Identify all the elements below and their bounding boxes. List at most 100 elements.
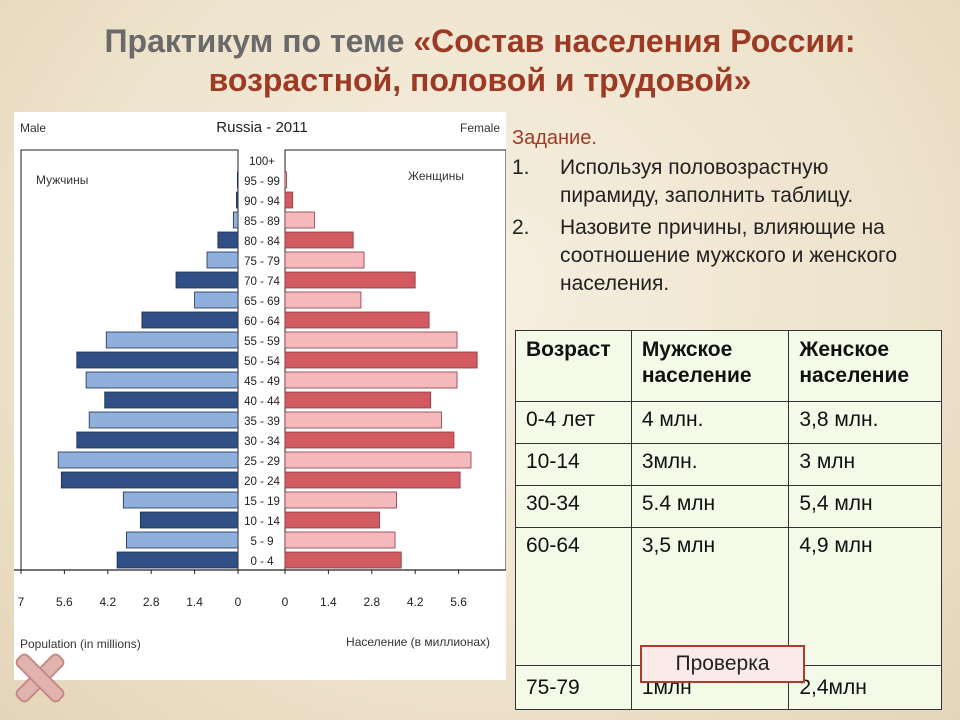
bar-female [284,431,455,449]
category-label: 50 - 54 [244,356,280,368]
bar-female [284,251,365,269]
category-label: 35 - 39 [244,416,280,428]
table-cell-male: 3,5 млн [630,527,790,666]
tick-label: 0 [282,595,289,609]
category-label: 55 - 59 [244,336,280,348]
bar-male [104,391,239,409]
table-cell-age: 0-4 лет [515,401,632,444]
bar-male [206,251,239,269]
bar-male [126,531,239,549]
bar-female [284,231,354,249]
bar-female [284,451,472,469]
task-item-text: Используя половозрастную пирамиду, запол… [560,156,854,207]
task-list: 1. Используя половозрастную пирамиду, зап… [512,154,912,298]
x-axis-title-right: Население (в миллионах) [346,635,490,649]
close-icon[interactable] [10,648,70,708]
category-label: 85 - 89 [244,216,280,228]
category-label: 5 - 9 [250,536,273,548]
bar-female [284,191,294,209]
bar-male [105,331,239,349]
bar-male [175,271,239,289]
tick-label: 4.2 [407,595,424,609]
category-label: 20 - 24 [244,476,280,488]
male-series-label: Мужчины [36,173,88,187]
population-table: Возраст Мужское население Женское населе… [515,330,942,710]
table-cell-age: 30-34 [515,485,632,528]
category-label: 0 - 4 [250,556,274,568]
tick-label: 1.4 [320,595,337,609]
table-row: 10-14 3млн. 3 млн [515,443,942,486]
bar-female [284,411,442,429]
table-header-row: Возраст Мужское население Женское населе… [515,330,942,402]
population-pyramid-svg: Male Female Russia - 2011 Мужчины Женщины 100… [14,119,506,651]
tick-label: 5.6 [56,595,73,609]
tick-label: 0 [235,595,242,609]
category-label: 60 - 64 [244,316,280,328]
tick-label: 1.4 [186,595,203,609]
category-label: 40 - 44 [244,396,280,408]
table-cell-female: 5,4 млн [788,485,942,528]
check-button[interactable]: Проверка [640,645,805,683]
category-label: 65 - 69 [244,296,280,308]
table-header-female: Женское население [788,330,942,402]
chart-title: Russia - 2011 [216,119,307,136]
bar-male [217,231,239,249]
bar-female [284,491,397,509]
table-cell-age: 75-79 [515,665,632,710]
tick-label: 7 [18,595,25,609]
title-topic: «Состав населения России: возрастной, по… [208,23,856,98]
table-header-age: Возраст [515,330,632,402]
bar-female [284,171,287,189]
bar-female [284,331,458,349]
table-cell-female: 4,9 млн [788,527,942,666]
bar-female [284,311,430,329]
bar-male [236,171,239,189]
x-axis-title-left: Population (in millions) [20,637,141,651]
bar-female [284,551,402,569]
female-label: Female [460,121,500,135]
table-header-male: Мужское население [630,330,790,402]
table-row: 60-64 3,5 млн 4,9 млн [515,527,942,666]
table-cell-age: 10-14 [515,443,632,486]
category-label: 80 - 84 [244,236,280,248]
female-series-label: Женщины [408,169,464,183]
slide-title: Практикум по теме «Состав населения Росс… [40,22,920,100]
bar-male [236,191,239,209]
male-label: Male [20,121,46,135]
bar-female [284,391,432,409]
table-cell-male: 3млн. [630,443,790,486]
bar-female [284,371,458,389]
bar-female [284,271,416,289]
table-cell-male: 4 млн. [630,401,790,444]
tick-label: 2.8 [363,595,380,609]
table-cell-female: 3,8 млн. [788,401,942,444]
table-row: 30-34 5.4 млн 5,4 млн [515,485,942,528]
task-item-1: 1. Используя половозрастную пирамиду, зап… [512,154,912,210]
bar-female [284,511,380,529]
category-label: 45 - 49 [244,376,280,388]
bar-male [122,491,239,509]
bar-female [284,531,396,549]
task-item-number: 2. [512,216,530,239]
tick-label: 5.6 [450,595,467,609]
bar-male [60,471,239,489]
table-cell-female: 3 млн [788,443,942,486]
task-block: Задание. 1. Используя половозрастную пира… [512,124,912,302]
category-label: 10 - 14 [244,516,280,528]
category-label: 100+ [249,156,275,168]
category-label: 15 - 19 [244,496,280,508]
table-row: 0-4 лет 4 млн. 3,8 млн. [515,401,942,444]
category-label: 70 - 74 [244,276,280,288]
bar-male [139,511,239,529]
bar-female [284,471,461,489]
bar-male [194,291,239,309]
bar-female [284,211,315,229]
table-cell-female: 2,4млн [788,665,942,710]
title-prefix: Практикум по теме [104,23,414,59]
category-label: 95 - 99 [244,176,280,188]
population-pyramid-chart: Male Female Russia - 2011 Мужчины Женщины 100… [14,112,506,680]
table-cell-age: 60-64 [515,527,632,666]
bar-female [284,351,478,369]
category-label: 75 - 79 [244,256,280,268]
bar-male [57,451,239,469]
